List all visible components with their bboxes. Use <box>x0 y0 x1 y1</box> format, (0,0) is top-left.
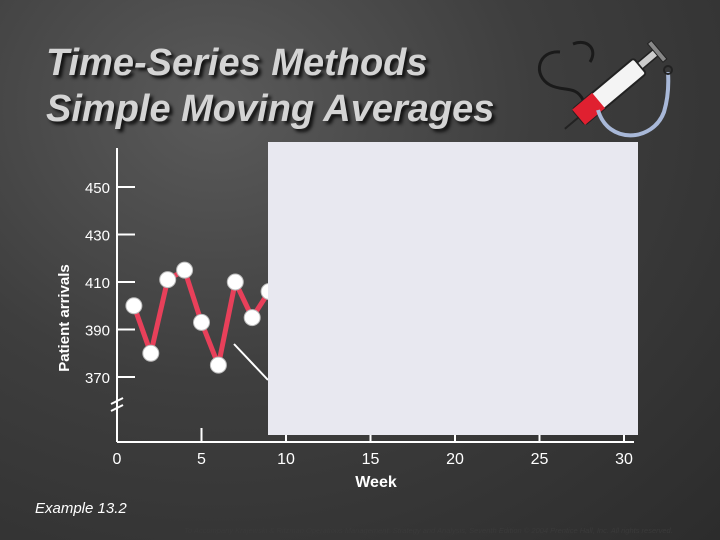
y-tick-label: 410 <box>85 275 110 292</box>
data-point <box>125 297 143 315</box>
x-tick-label: 5 <box>197 451 206 468</box>
axis-break-stroke <box>110 397 124 405</box>
y-ticks: 450 430 410 390 370 <box>85 180 135 387</box>
y-tick-label: 390 <box>85 323 110 340</box>
data-point <box>159 271 177 289</box>
axis-break-mark <box>110 397 124 412</box>
data-point <box>193 313 210 331</box>
data-point <box>226 273 244 291</box>
x-axis-label: Week <box>355 474 397 491</box>
x-tick-label: 15 <box>362 451 380 468</box>
overlay-panel <box>268 142 638 435</box>
title-line-2: Simple Moving Averages <box>46 88 495 130</box>
axes <box>110 148 634 443</box>
data-point <box>142 344 160 362</box>
annotation-pointer <box>233 343 269 381</box>
example-label: Example 13.2 <box>35 500 127 517</box>
data-point <box>176 261 194 279</box>
copyright-footer: To Accompany Krajewski & Ritzman Operati… <box>184 526 673 535</box>
x-ticks: 0 5 10 15 20 25 30 <box>113 428 633 468</box>
data-point <box>209 356 227 374</box>
y-tick-label: 450 <box>85 180 110 197</box>
data-points <box>125 261 278 374</box>
x-tick-label: 25 <box>531 451 549 468</box>
data-point <box>243 309 261 327</box>
x-tick-label: 10 <box>277 451 295 468</box>
x-tick-label: 30 <box>615 451 633 468</box>
stethoscope-syringe-icon <box>538 39 673 138</box>
axis-break-stroke <box>110 404 124 412</box>
y-axis-label: Patient arrivals <box>56 264 73 372</box>
x-tick-label: 20 <box>446 451 464 468</box>
y-tick-label: 370 <box>85 370 110 387</box>
x-tick-label: 0 <box>113 451 122 468</box>
slide-title: Time-Series Methods Simple Moving Averag… <box>46 40 494 132</box>
y-tick-label: 430 <box>85 228 110 245</box>
title-line-1: Time-Series Methods <box>46 42 428 84</box>
